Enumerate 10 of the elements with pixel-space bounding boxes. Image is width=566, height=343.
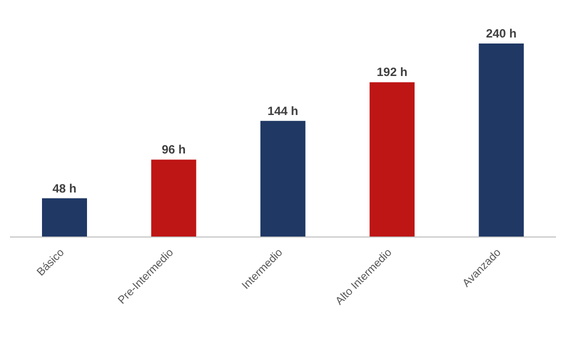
bar <box>478 44 524 237</box>
bar <box>260 120 306 237</box>
data-label: 96 h <box>162 142 186 157</box>
bar <box>370 82 415 237</box>
bar <box>151 160 196 237</box>
data-label: 48 h <box>52 181 77 196</box>
data-label: 144 h <box>268 104 298 118</box>
data-label: 240 h <box>486 26 517 41</box>
bar <box>42 198 87 237</box>
data-label: 192 h <box>376 65 408 80</box>
